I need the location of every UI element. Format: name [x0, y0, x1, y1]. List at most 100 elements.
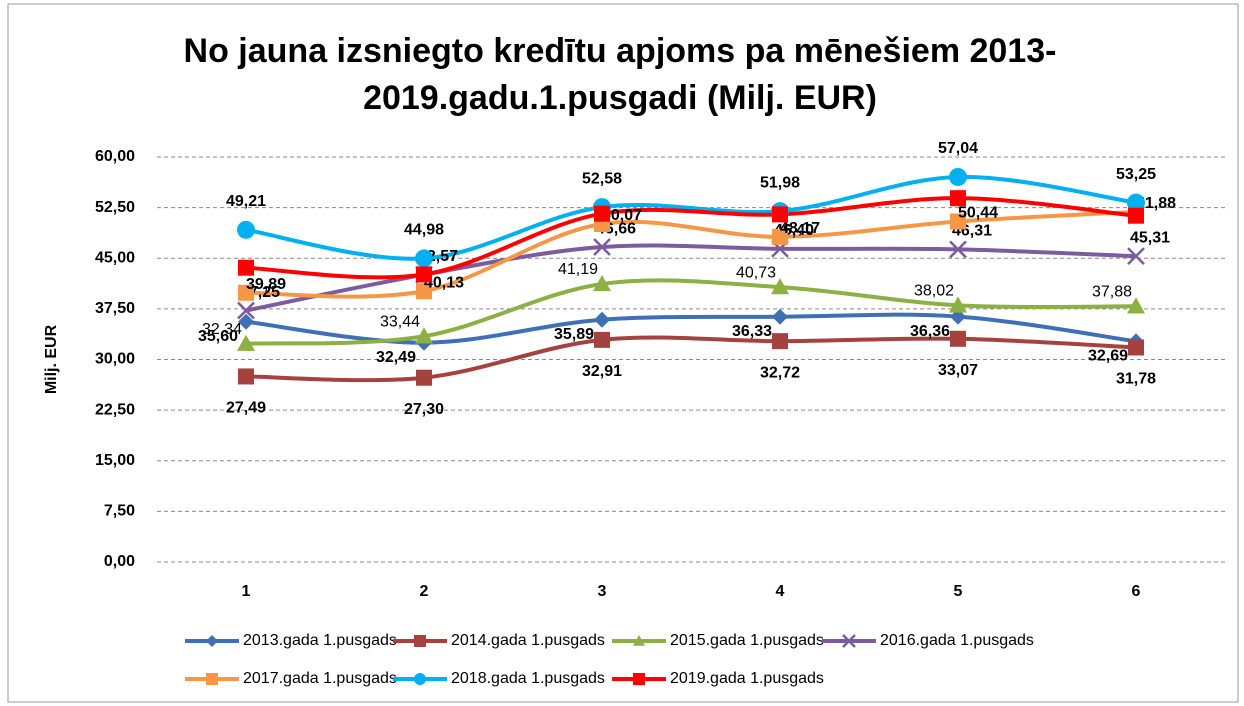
series-line	[245, 278, 1137, 346]
legend-label: 2017.gada 1.pusgads	[243, 670, 397, 687]
marker	[950, 190, 966, 207]
y-axis-label: Milj. EUR	[43, 324, 60, 394]
marker	[594, 311, 610, 328]
legend-label: 2018.gada 1.pusgads	[451, 670, 605, 687]
marker	[772, 206, 788, 223]
marker	[237, 301, 255, 320]
marker	[950, 308, 966, 325]
legend-label: 2013.gada 1.pusgads	[243, 632, 397, 649]
x-tick-label: 6	[1132, 583, 1141, 600]
marker	[772, 308, 788, 325]
x-tick-label: 3	[598, 583, 607, 600]
y-tick-label: 22,50	[95, 401, 135, 418]
data-label: 53,25	[1116, 166, 1156, 183]
marker	[1127, 247, 1145, 266]
data-label: 52,58	[582, 170, 622, 187]
legend-label: 2016.gada 1.pusgads	[880, 632, 1034, 649]
x-tick-label: 5	[954, 583, 963, 600]
series-line	[245, 209, 1137, 299]
marker	[771, 278, 789, 295]
marker	[238, 313, 254, 330]
y-tick-label: 52,50	[95, 199, 135, 216]
data-label: 32,91	[582, 363, 622, 380]
marker	[949, 167, 967, 186]
x-tick-label: 2	[420, 583, 429, 600]
data-label: 35,60	[198, 328, 238, 345]
data-label: 36,33	[732, 323, 772, 340]
marker	[949, 296, 967, 313]
marker	[949, 240, 967, 259]
marker	[206, 635, 218, 647]
data-label: 33,07	[938, 362, 978, 379]
series-line	[245, 174, 1137, 261]
data-label: 40,73	[736, 264, 776, 281]
marker	[633, 673, 645, 685]
marker	[237, 220, 255, 239]
data-label: 32,72	[760, 364, 800, 381]
marker	[237, 334, 255, 351]
marker	[950, 213, 966, 230]
y-tick-label: 0,00	[104, 553, 135, 570]
data-label: 39,89	[246, 276, 286, 293]
data-label: 50,07	[602, 207, 642, 224]
data-label: 50,44	[958, 205, 998, 222]
series-line	[245, 312, 1137, 345]
data-label: 37,88	[1092, 284, 1132, 301]
legend-label: 2014.gada 1.pusgads	[451, 632, 605, 649]
y-tick-label: 37,50	[95, 300, 135, 317]
marker	[1128, 339, 1144, 356]
data-label: 32,34	[202, 321, 242, 338]
y-tick-label: 7,50	[104, 503, 135, 520]
marker	[416, 369, 432, 386]
marker	[416, 283, 432, 300]
series-line	[245, 243, 1137, 313]
marker	[633, 635, 645, 646]
chart-title: No jauna izsniegto kredītu apjoms pa mēn…	[183, 32, 1057, 117]
marker	[594, 331, 610, 348]
data-label: 51,88	[1136, 195, 1176, 212]
x-tick-label: 1	[242, 583, 251, 600]
data-label: 36,36	[910, 323, 950, 340]
marker	[593, 274, 611, 292]
data-label: 45,31	[1130, 229, 1170, 246]
marker	[950, 330, 966, 347]
marker	[414, 635, 426, 647]
data-label: 40,13	[424, 274, 464, 291]
marker	[593, 238, 611, 256]
data-label: 49,21	[226, 193, 266, 210]
data-label: 57,04	[938, 140, 978, 157]
y-tick-label: 15,00	[95, 452, 135, 469]
marker	[1127, 297, 1145, 314]
data-label: 38,02	[914, 283, 954, 300]
marker	[238, 284, 254, 301]
series-line	[245, 196, 1137, 280]
data-label: 27,30	[404, 401, 444, 418]
marker	[842, 634, 856, 648]
marker	[238, 259, 254, 276]
marker	[772, 228, 788, 245]
data-label: 31,78	[1116, 371, 1156, 388]
x-tick-label: 4	[776, 583, 785, 600]
legend-label: 2019.gada 1.pusgads	[670, 670, 824, 687]
marker	[1127, 193, 1145, 212]
data-label: 44,98	[404, 222, 444, 239]
marker	[238, 368, 254, 385]
y-tick-label: 45,00	[95, 249, 135, 266]
chart-border	[7, 3, 1239, 703]
marker	[416, 266, 432, 283]
data-label: 33,44	[380, 313, 420, 330]
data-label: 32,69	[1088, 348, 1128, 365]
y-tick-label: 30,00	[95, 351, 135, 368]
marker	[772, 333, 788, 350]
legend-label: 2015.gada 1.pusgads	[670, 632, 824, 649]
marker	[414, 673, 426, 685]
marker	[415, 249, 433, 268]
data-label: 41,19	[558, 261, 598, 278]
data-label: 27,49	[226, 400, 266, 417]
series-line	[245, 335, 1137, 383]
data-label: 35,89	[554, 326, 594, 343]
marker	[206, 673, 218, 685]
data-label: 51,98	[760, 174, 800, 191]
